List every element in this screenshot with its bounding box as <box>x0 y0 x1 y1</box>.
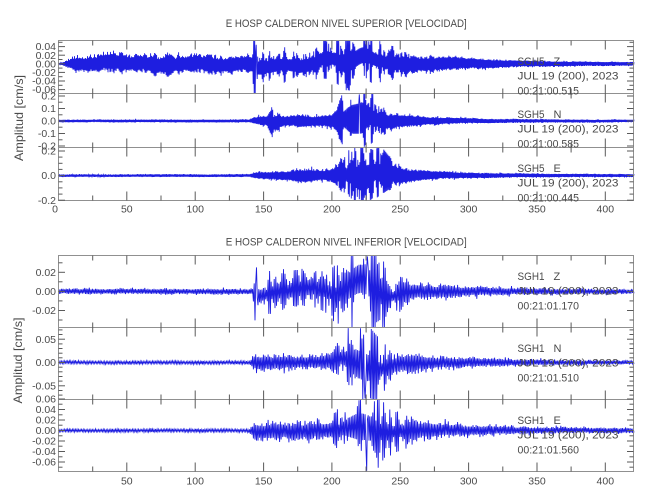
svg-text:-0.02: -0.02 <box>32 67 56 79</box>
svg-text:0.02: 0.02 <box>36 267 57 279</box>
svg-text:00:21:01.510: 00:21:01.510 <box>518 372 580 384</box>
svg-text:SGH5: SGH5 <box>518 163 545 175</box>
svg-text:0.02: 0.02 <box>36 415 57 427</box>
svg-text:0.2: 0.2 <box>41 91 56 103</box>
svg-text:-0.04: -0.04 <box>32 76 56 88</box>
svg-text:150: 150 <box>255 476 273 488</box>
svg-text:E HOSP CALDERON NIVEL INFERIOR: E HOSP CALDERON NIVEL INFERIOR [VELOCIDA… <box>226 236 467 248</box>
svg-text:0.05: 0.05 <box>36 334 57 346</box>
svg-text:-0.06: -0.06 <box>32 84 56 96</box>
svg-text:350: 350 <box>528 204 546 216</box>
svg-text:Amplitud [cm/s]: Amplitud [cm/s] <box>12 75 26 161</box>
svg-text:00:21:00.585: 00:21:00.585 <box>518 138 580 150</box>
svg-text:400: 400 <box>597 204 615 216</box>
svg-text:350: 350 <box>528 476 546 488</box>
svg-text:SGH1: SGH1 <box>518 271 545 283</box>
svg-text:SGH5: SGH5 <box>518 109 545 121</box>
svg-text:00:21:00.445: 00:21:00.445 <box>518 192 580 204</box>
svg-text:SGH1: SGH1 <box>518 343 545 355</box>
svg-text:300: 300 <box>460 476 478 488</box>
svg-text:100: 100 <box>186 204 204 216</box>
svg-text:-0.04: -0.04 <box>32 446 56 458</box>
svg-text:E HOSP CALDERON NIVEL SUPERIOR: E HOSP CALDERON NIVEL SUPERIOR [VELOCIDA… <box>226 18 467 30</box>
svg-text:Z: Z <box>554 271 561 283</box>
svg-text:0.00: 0.00 <box>36 286 57 298</box>
svg-text:Amplitud [cm/s]: Amplitud [cm/s] <box>11 318 25 404</box>
svg-text:0.02: 0.02 <box>36 50 57 62</box>
svg-text:-0.02: -0.02 <box>32 436 56 448</box>
svg-text:400: 400 <box>597 476 615 488</box>
svg-text:JUL 19 (200), 2023: JUL 19 (200), 2023 <box>518 71 619 83</box>
svg-text:150: 150 <box>255 204 273 216</box>
svg-text:250: 250 <box>391 476 409 488</box>
svg-text:E: E <box>554 163 561 175</box>
svg-text:50: 50 <box>121 476 133 488</box>
svg-text:00:21:00.515: 00:21:00.515 <box>518 85 580 97</box>
svg-text:0.00: 0.00 <box>36 357 57 369</box>
svg-text:JUL 19 (200), 2023: JUL 19 (200), 2023 <box>518 358 619 370</box>
svg-text:250: 250 <box>391 204 409 216</box>
svg-text:-0.02: -0.02 <box>32 305 56 317</box>
svg-text:JUL 19 (200), 2023: JUL 19 (200), 2023 <box>518 430 619 442</box>
svg-text:Z: Z <box>554 56 561 68</box>
svg-text:0.2: 0.2 <box>41 146 56 158</box>
svg-text:0.04: 0.04 <box>36 404 57 416</box>
svg-text:300: 300 <box>460 204 478 216</box>
svg-text:0: 0 <box>52 204 58 216</box>
svg-text:0.0: 0.0 <box>41 170 56 182</box>
svg-text:N: N <box>554 109 562 121</box>
svg-text:00:21:01.170: 00:21:01.170 <box>518 300 580 312</box>
svg-text:-0.2: -0.2 <box>38 195 56 207</box>
svg-text:0.06: 0.06 <box>36 394 57 406</box>
svg-text:0.1: 0.1 <box>41 103 56 115</box>
svg-text:0.0: 0.0 <box>41 116 56 128</box>
svg-text:50: 50 <box>121 204 133 216</box>
svg-text:200: 200 <box>323 204 341 216</box>
svg-text:200: 200 <box>323 476 341 488</box>
svg-text:0.00: 0.00 <box>36 425 57 437</box>
svg-text:JUL 19 (200), 2023: JUL 19 (200), 2023 <box>518 286 619 298</box>
svg-text:00:21:01.560: 00:21:01.560 <box>518 444 580 456</box>
svg-text:JUL 19 (200), 2023: JUL 19 (200), 2023 <box>518 178 619 190</box>
svg-text:JUL 19 (200), 2023: JUL 19 (200), 2023 <box>518 124 619 136</box>
svg-text:SGH5: SGH5 <box>518 56 545 68</box>
svg-text:E: E <box>554 415 561 427</box>
svg-text:0.04: 0.04 <box>36 41 57 53</box>
svg-text:SGH1: SGH1 <box>518 415 545 427</box>
svg-text:0.00: 0.00 <box>36 58 57 70</box>
svg-text:-0.1: -0.1 <box>38 128 56 140</box>
svg-text:-0.2: -0.2 <box>38 141 56 153</box>
svg-text:-0.06: -0.06 <box>32 457 56 469</box>
svg-text:N: N <box>554 343 562 355</box>
svg-text:-0.05: -0.05 <box>32 380 56 392</box>
svg-text:100: 100 <box>186 476 204 488</box>
